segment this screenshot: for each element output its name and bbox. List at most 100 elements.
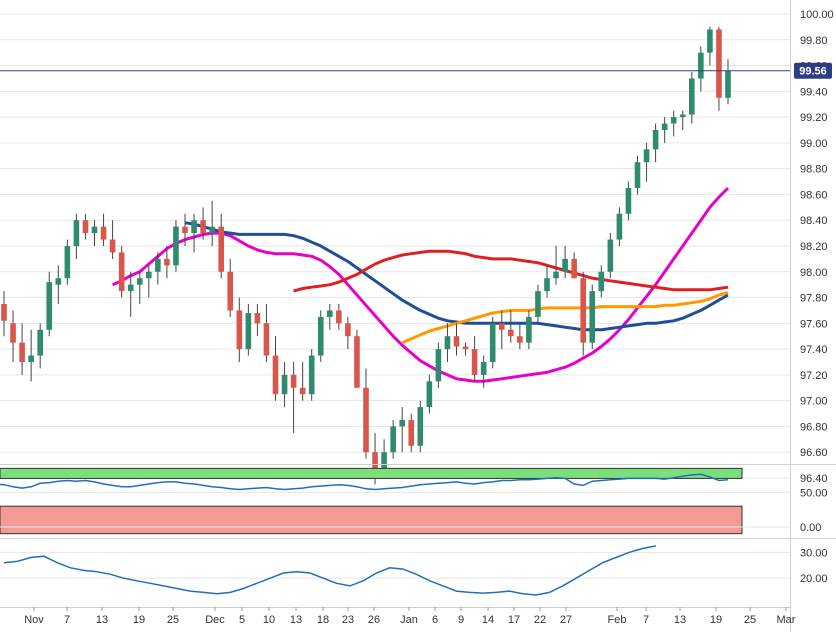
- price-grid: [0, 13, 790, 479]
- candle-body: [354, 336, 360, 388]
- candle-body: [598, 271, 605, 292]
- y-tick-label: 98.40: [800, 215, 828, 227]
- candle-body: [480, 362, 487, 375]
- oscillator-2-panel: 30.00 20.00: [0, 545, 828, 596]
- candle-body: [227, 271, 234, 311]
- candle-body: [209, 226, 215, 234]
- y-tick-label: 99.20: [800, 112, 828, 124]
- candle-body: [363, 387, 369, 453]
- y-tick-label: 98.00: [800, 267, 828, 279]
- y-tick-label: 99.80: [800, 35, 828, 47]
- x-axis: Nov 7 13 19 25 Dec 5 10 13 18 23 26 Jan 6 9 14 17 22 27 Feb…: [0, 607, 796, 626]
- candle-body: [698, 52, 704, 79]
- candle-body: [136, 278, 143, 285]
- candle-body: [553, 271, 559, 279]
- x-tick-label: 13: [290, 614, 302, 626]
- y-tick-label: 96.80: [800, 421, 828, 433]
- moving-average-line: [401, 290, 729, 345]
- candle-body: [127, 284, 134, 292]
- candle-body: [308, 355, 315, 395]
- moving-average-line: [293, 249, 729, 293]
- candle-body: [100, 226, 107, 240]
- x-tick-label: 19: [133, 614, 145, 626]
- candle-body: [327, 310, 333, 317]
- candle-body: [435, 349, 442, 382]
- oscillator-line: [0, 473, 729, 491]
- candle-body: [236, 310, 243, 350]
- oscillator-1-panel: 50.00 0.00: [0, 467, 828, 535]
- candle-body: [679, 114, 686, 118]
- y-tick-label: 98.60: [800, 189, 828, 201]
- x-tick-label: 17: [508, 614, 520, 626]
- candle-body: [725, 70, 731, 98]
- last-price-badge: [794, 62, 832, 79]
- candle-body: [689, 78, 695, 115]
- candle-body: [526, 316, 532, 343]
- x-tick-label: Mar: [777, 614, 796, 626]
- candle-body: [10, 323, 16, 343]
- candle-body: [164, 258, 170, 266]
- candle-body: [317, 316, 324, 356]
- candle-body: [372, 452, 378, 472]
- candle-body: [254, 313, 261, 324]
- candle-body: [643, 149, 650, 163]
- candle-body: [37, 329, 43, 356]
- x-tick-label: Feb: [608, 614, 627, 626]
- overbought-band: [0, 467, 743, 479]
- candle-body: [28, 355, 34, 362]
- candle-body: [489, 323, 496, 362]
- candle-body: [55, 278, 62, 285]
- candle-body: [118, 252, 125, 292]
- y-tick-label: 97.00: [800, 396, 828, 408]
- candle-body: [670, 117, 677, 124]
- candle-body: [19, 342, 25, 362]
- candle-body: [245, 313, 252, 350]
- candle-body: [155, 258, 161, 272]
- candle-body: [444, 336, 451, 350]
- x-tick-label: 7: [643, 614, 649, 626]
- x-tick-label: 7: [64, 614, 70, 626]
- y-tick-label: 50.00: [800, 487, 828, 499]
- x-tick-label: 5: [239, 614, 245, 626]
- candle-body: [625, 188, 632, 214]
- y-tick-label: 96.40: [800, 473, 828, 485]
- x-tick-label: 22: [534, 614, 546, 626]
- y-tick-label: 99.40: [800, 86, 828, 98]
- candle-body: [562, 258, 568, 272]
- price-candles: [1, 26, 731, 485]
- oscillator-line: [3, 545, 657, 596]
- moving-average-line: [112, 186, 730, 383]
- candle-body: [46, 282, 53, 330]
- candle-body: [580, 278, 586, 343]
- candle-body: [462, 346, 469, 350]
- candle-body: [281, 374, 288, 395]
- x-tick-label: Jan: [400, 614, 418, 626]
- candle-body: [64, 246, 71, 279]
- candle-body: [716, 29, 722, 98]
- y-tick-label: 30.00: [800, 547, 828, 559]
- candle-body: [498, 323, 505, 330]
- candle-body: [73, 220, 80, 246]
- candle-body: [272, 355, 279, 395]
- candle-body: [707, 29, 713, 53]
- candle-body: [616, 213, 623, 240]
- candle-body: [263, 323, 270, 356]
- candle-body: [381, 452, 387, 472]
- candle-body: [408, 420, 415, 446]
- price-axis: 100.0099.8099.6099.4099.2099.0098.8098.6…: [790, 0, 834, 632]
- y-tick-label: 96.60: [800, 447, 828, 459]
- candle-body: [91, 226, 98, 234]
- x-tick-label: 27: [560, 614, 572, 626]
- y-tick-label: 100.00: [800, 9, 834, 21]
- last-price-label: 99.56: [799, 66, 827, 78]
- candle-body: [82, 220, 89, 234]
- candle-body: [652, 130, 659, 150]
- x-tick-label: 13: [96, 614, 108, 626]
- price-moving-averages: [112, 186, 730, 383]
- y-tick-label: 97.80: [800, 293, 828, 305]
- candle-body: [290, 374, 297, 388]
- x-tick-label: 25: [167, 614, 179, 626]
- candle-body: [508, 329, 514, 337]
- x-tick-label: 18: [317, 614, 329, 626]
- candle-body: [191, 220, 197, 234]
